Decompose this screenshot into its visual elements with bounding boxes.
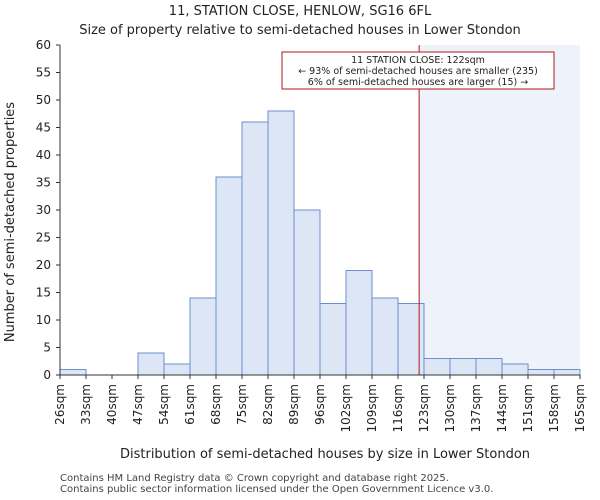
annotation-box — [281, 51, 555, 90]
larger-properties-region — [419, 45, 580, 375]
x-tick-label: 47sqm — [131, 384, 145, 425]
bar-47sqm — [137, 352, 165, 376]
bar-102sqm — [345, 270, 373, 376]
x-tick-label: 165sqm — [573, 384, 587, 432]
x-tick-label: 151sqm — [521, 384, 535, 432]
chart-title-line1: 11, STATION CLOSE, HENLOW, SG16 6FL — [168, 4, 432, 19]
bar-151sqm — [527, 369, 555, 376]
bar-26sqm — [59, 369, 87, 376]
bar-144sqm — [501, 363, 529, 376]
bar-137sqm — [475, 358, 503, 376]
annotation-line2: ← 93% of semi-detached houses are smalle… — [298, 66, 538, 77]
x-tick-label: 158sqm — [547, 384, 561, 432]
y-tick-label: 60 — [36, 38, 51, 52]
bar-158sqm — [553, 369, 581, 376]
bar-130sqm — [449, 358, 477, 376]
y-tick-label: 40 — [36, 148, 51, 162]
x-tick-label: 40sqm — [105, 384, 119, 425]
bar-75sqm — [241, 121, 269, 376]
x-tick-label: 116sqm — [391, 384, 405, 432]
footer-copyright: Contains HM Land Registry data © Crown c… — [60, 473, 449, 484]
y-tick-label: 35 — [36, 176, 51, 190]
bar-109sqm — [371, 297, 399, 376]
footer-licence: Contains public sector information licen… — [60, 484, 494, 495]
x-tick-label: 96sqm — [313, 384, 327, 425]
y-tick-label: 25 — [36, 231, 51, 245]
y-tick-label: 15 — [36, 286, 51, 300]
bar-116sqm — [397, 303, 425, 376]
bar-68sqm — [215, 176, 243, 376]
y-tick-label: 20 — [36, 258, 51, 272]
x-tick-label: 61sqm — [183, 384, 197, 425]
x-axis-label: Distribution of semi-detached houses by … — [120, 447, 530, 462]
x-tick-label: 68sqm — [209, 384, 223, 425]
annotation-line1: 11 STATION CLOSE: 122sqm — [351, 55, 485, 66]
bar-82sqm — [267, 110, 295, 376]
y-tick-label: 5 — [43, 341, 51, 355]
x-tick-label: 89sqm — [287, 384, 301, 425]
histogram-chart: 0 5 10 15 20 25 30 35 40 45 50 55 60 26sqm 33sqm 40sqm… — [3, 38, 587, 462]
bar-54sqm — [163, 363, 191, 376]
y-axis-label: Number of semi-detached properties — [3, 102, 18, 342]
x-tick-label: 144sqm — [495, 384, 509, 432]
chart-subtitle: Size of property relative to semi-detach… — [79, 23, 521, 38]
y-tick-label: 45 — [36, 121, 51, 135]
y-tick-label: 55 — [36, 66, 51, 80]
bar-96sqm — [319, 303, 347, 376]
x-tick-label: 75sqm — [235, 384, 249, 425]
x-tick-label: 137sqm — [469, 384, 483, 432]
y-tick-label: 0 — [43, 368, 51, 382]
y-tick-label: 10 — [36, 313, 51, 327]
bar-89sqm — [293, 209, 321, 376]
x-tick-label: 82sqm — [261, 384, 275, 425]
x-tick-label: 54sqm — [157, 384, 171, 425]
x-tick-label: 123sqm — [417, 384, 431, 432]
x-tick-label: 109sqm — [365, 384, 379, 432]
y-tick-label: 50 — [36, 93, 51, 107]
x-tick-label: 26sqm — [53, 384, 67, 425]
marker-annotation: 11 STATION CLOSE: 122sqm ← 93% of semi-d… — [281, 51, 555, 90]
chart-title: 11, STATION CLOSE, HENLOW, SG16 6FL Size… — [0, 2, 600, 40]
x-tick-label: 33sqm — [79, 384, 93, 425]
x-tick-label: 102sqm — [339, 384, 353, 432]
x-tick-label: 130sqm — [443, 384, 457, 432]
bar-61sqm — [189, 297, 217, 376]
y-tick-label: 30 — [36, 203, 51, 217]
annotation-line3: 6% of semi-detached houses are larger (1… — [308, 77, 528, 88]
bar-123sqm — [423, 358, 451, 376]
